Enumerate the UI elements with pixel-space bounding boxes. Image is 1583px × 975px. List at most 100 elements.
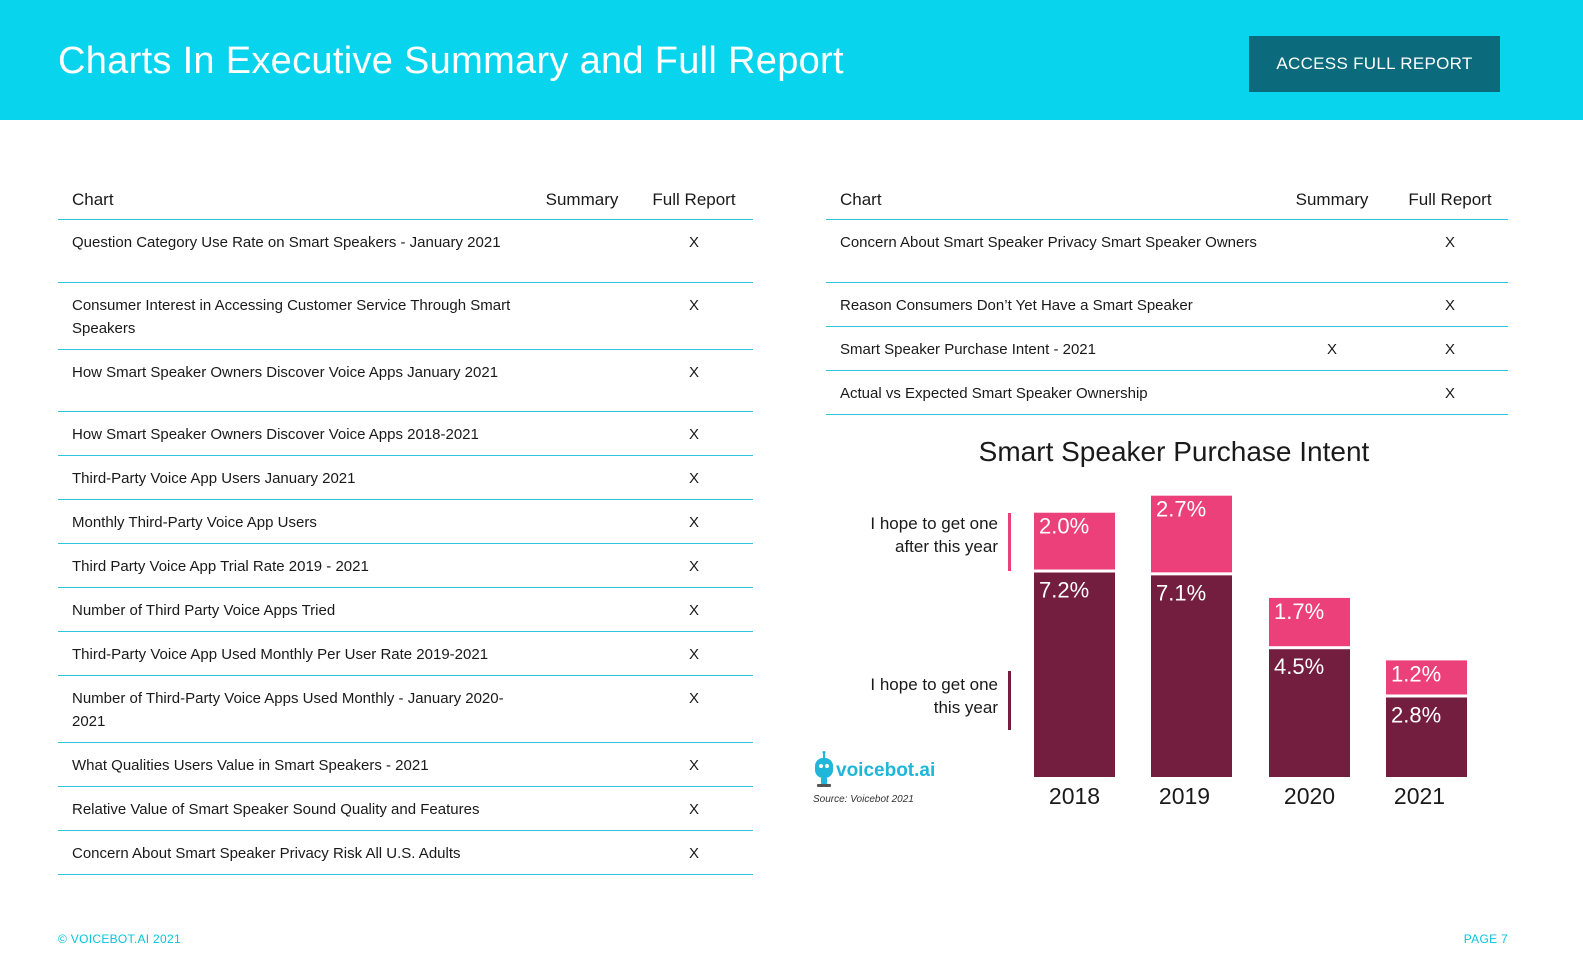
bar-after-this-year-2019 (1151, 495, 1232, 573)
row-full-report-mark: X (635, 282, 753, 350)
row-chart-name: Smart Speaker Purchase Intent - 2021 (826, 326, 1272, 371)
row-summary-mark (1272, 219, 1392, 283)
row-full-report-mark: X (1392, 326, 1508, 371)
row-chart-name: Question Category Use Rate on Smart Spea… (58, 219, 529, 283)
table-row: Relative Value of Smart Speaker Sound Qu… (58, 786, 753, 831)
row-full-report-mark: X (1392, 282, 1508, 327)
table-row: Concern About Smart Speaker Privacy Risk… (58, 830, 753, 875)
row-full-report-mark: X (635, 587, 753, 632)
row-summary-mark (529, 587, 635, 632)
row-summary-mark (1272, 370, 1392, 415)
row-full-report-mark: X (635, 675, 753, 743)
table-row: Third-Party Voice App Users January 2021… (58, 455, 753, 500)
x-tick-label-2021: 2021 (1394, 783, 1445, 809)
row-summary-mark (529, 631, 635, 676)
row-summary-mark (529, 282, 635, 350)
header-full-report: Full Report (635, 181, 753, 220)
row-summary-mark (529, 543, 635, 588)
x-tick-label-2019: 2019 (1159, 783, 1210, 809)
data-label-this-year-2018: 7.2% (1039, 578, 1089, 603)
purchase-intent-chart: Smart Speaker Purchase Intent 7.2% 2.0% 201… (870, 436, 1467, 809)
bar-this-year-2018 (1034, 572, 1115, 777)
row-full-report-mark: X (635, 411, 753, 456)
row-full-report-mark: X (635, 349, 753, 412)
voicebot-mascot-icon (815, 751, 833, 787)
row-full-report-mark: X (635, 499, 753, 544)
voicebot-logo: voicebot.ai (836, 760, 936, 781)
table-row: How Smart Speaker Owners Discover Voice … (58, 349, 753, 412)
table-row: Actual vs Expected Smart Speaker Ownersh… (826, 370, 1508, 415)
x-tick-label-2018: 2018 (1049, 783, 1100, 809)
bar-after-this-year-2021 (1386, 660, 1467, 695)
data-label-after-this-year-2020: 1.7% (1274, 599, 1324, 624)
table-row: What Qualities Users Value in Smart Spea… (58, 742, 753, 787)
row-full-report-mark: X (635, 219, 753, 283)
row-chart-name: Third Party Voice App Trial Rate 2019 - … (58, 543, 529, 588)
row-summary-mark (529, 742, 635, 787)
data-label-after-this-year-2018: 2.0% (1039, 514, 1089, 539)
chart-title: Smart Speaker Purchase Intent (979, 436, 1370, 467)
x-tick-label-2020: 2020 (1284, 783, 1335, 809)
header-bar: Charts In Executive Summary and Full Rep… (0, 0, 1583, 120)
table-row: Consumer Interest in Accessing Customer … (58, 282, 753, 350)
row-chart-name: Number of Third-Party Voice Apps Used Mo… (58, 675, 529, 743)
legend-this-line1: I hope to get one (870, 675, 998, 694)
row-chart-name: Third-Party Voice App Used Monthly Per U… (58, 631, 529, 676)
row-summary-mark (529, 830, 635, 875)
row-summary-mark: X (1272, 326, 1392, 371)
row-full-report-mark: X (635, 742, 753, 787)
data-label-after-this-year-2021: 1.2% (1391, 661, 1441, 686)
row-full-report-mark: X (635, 631, 753, 676)
charts-table-left: Chart Summary Full Report Question Categ… (58, 181, 753, 875)
row-full-report-mark: X (635, 786, 753, 831)
table-header-row: Chart Summary Full Report (58, 181, 753, 220)
row-chart-name: Actual vs Expected Smart Speaker Ownersh… (826, 370, 1272, 415)
legend-this-line2: this year (934, 698, 999, 717)
row-summary-mark (529, 675, 635, 743)
header-summary: Summary (1272, 181, 1392, 220)
row-full-report-mark: X (635, 543, 753, 588)
bar-this-year-2021 (1386, 697, 1467, 777)
table-row: Third-Party Voice App Used Monthly Per U… (58, 631, 753, 676)
header-chart: Chart (58, 181, 529, 220)
row-full-report-mark: X (1392, 370, 1508, 415)
row-chart-name: Relative Value of Smart Speaker Sound Qu… (58, 786, 529, 831)
header-chart: Chart (826, 181, 1272, 220)
row-chart-name: Concern About Smart Speaker Privacy Smar… (826, 219, 1272, 283)
legend-after-marker (1008, 513, 1011, 571)
legend-after-line1: I hope to get one (870, 514, 998, 533)
header-summary: Summary (529, 181, 635, 220)
table-row: Third Party Voice App Trial Rate 2019 - … (58, 543, 753, 588)
table-row: Monthly Third-Party Voice App Users X (58, 499, 753, 544)
data-label-this-year-2019: 7.1% (1156, 580, 1206, 605)
row-chart-name: Number of Third Party Voice Apps Tried (58, 587, 529, 632)
header-full-report: Full Report (1392, 181, 1508, 220)
table-header-row: Chart Summary Full Report (826, 181, 1508, 220)
access-full-report-button[interactable]: ACCESS FULL REPORT (1249, 36, 1500, 92)
row-summary-mark (1272, 282, 1392, 327)
page-title: Charts In Executive Summary and Full Rep… (58, 40, 844, 82)
row-summary-mark (529, 455, 635, 500)
row-summary-mark (529, 219, 635, 283)
bar-this-year-2019 (1151, 575, 1232, 777)
row-chart-name: How Smart Speaker Owners Discover Voice … (58, 349, 529, 412)
row-chart-name: What Qualities Users Value in Smart Spea… (58, 742, 529, 787)
data-label-this-year-2021: 2.8% (1391, 702, 1441, 727)
bar-this-year-2020 (1269, 649, 1350, 777)
charts-table-right: Chart Summary Full Report Concern About … (826, 181, 1508, 415)
table-row: Reason Consumers Don’t Yet Have a Smart … (826, 282, 1508, 327)
row-summary-mark (529, 499, 635, 544)
table-row: How Smart Speaker Owners Discover Voice … (58, 411, 753, 456)
table-row: Smart Speaker Purchase Intent - 2021 X X (826, 326, 1508, 371)
table-row: Question Category Use Rate on Smart Spea… (58, 219, 753, 283)
row-chart-name: Third-Party Voice App Users January 2021 (58, 455, 529, 500)
table-row: Number of Third-Party Voice Apps Used Mo… (58, 675, 753, 743)
row-full-report-mark: X (1392, 219, 1508, 283)
row-chart-name: How Smart Speaker Owners Discover Voice … (58, 411, 529, 456)
row-summary-mark (529, 411, 635, 456)
data-label-this-year-2020: 4.5% (1274, 654, 1324, 679)
chart-source: Source: Voicebot 2021 (813, 794, 914, 805)
row-full-report-mark: X (635, 830, 753, 875)
row-chart-name: Consumer Interest in Accessing Customer … (58, 282, 529, 350)
row-summary-mark (529, 349, 635, 412)
